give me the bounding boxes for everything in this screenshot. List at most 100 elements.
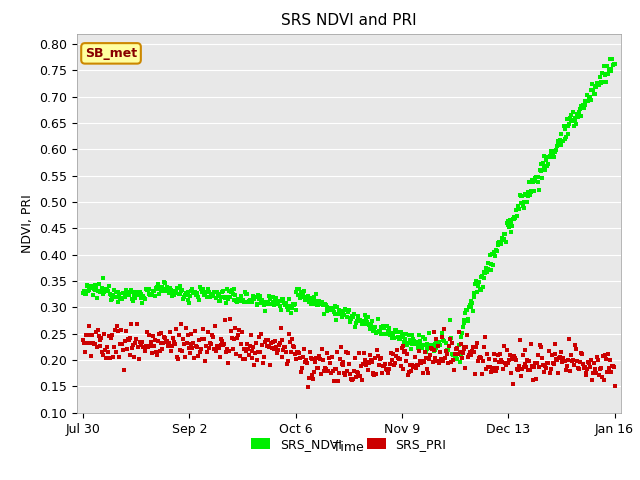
Point [97,334,107,342]
Point [594,81,604,88]
Point [437,333,447,341]
Point [346,314,356,322]
Point [275,339,285,347]
Point [84,339,95,347]
Point [314,300,324,307]
Point [173,355,183,363]
Point [122,286,132,294]
Point [192,343,202,350]
Point [269,301,280,309]
Point [205,290,216,298]
Point [334,306,344,314]
Point [219,293,229,300]
Point [175,283,185,290]
Point [600,70,610,77]
Point [528,377,538,384]
Point [331,365,341,373]
Point [457,329,467,337]
Point [108,291,118,299]
Point [452,355,463,363]
Point [379,324,389,332]
Point [150,348,161,356]
Point [212,288,222,296]
Point [246,298,257,306]
Point [126,320,136,328]
Point [280,343,291,351]
Point [81,290,91,298]
Point [341,306,351,313]
Point [434,338,444,346]
Point [184,348,195,356]
Point [405,361,415,369]
Point [118,367,129,374]
Point [319,310,329,318]
Point [556,353,566,361]
Point [260,338,270,346]
Point [535,166,545,174]
Point [194,296,204,303]
Point [252,356,262,364]
Point [255,348,266,355]
Point [303,384,313,391]
Point [335,310,345,317]
Point [567,116,577,123]
Point [403,339,413,347]
Point [135,338,145,346]
Point [565,367,575,375]
Point [498,366,508,373]
Point [184,344,194,351]
Point [291,356,301,363]
Point [318,357,328,364]
Point [503,221,513,228]
Point [471,343,481,351]
Point [600,351,610,359]
Point [531,375,541,383]
Point [428,359,438,366]
Point [484,355,494,363]
Point [102,343,113,351]
Point [339,369,349,377]
Point [532,173,543,180]
Point [484,266,494,274]
Point [449,351,459,359]
Point [305,295,315,303]
Point [365,325,375,333]
Point [111,293,122,300]
Point [557,137,567,144]
Point [568,108,578,116]
Point [180,353,190,360]
Point [233,296,243,303]
Point [256,330,266,337]
Point [548,149,558,156]
Point [186,330,196,337]
Point [199,291,209,299]
Point [93,332,104,339]
Point [182,291,192,299]
Point [216,293,227,301]
Point [95,288,106,296]
Point [79,287,89,295]
Point [289,301,299,309]
Point [566,351,576,359]
Point [248,343,259,350]
Point [468,307,478,315]
Point [543,348,554,355]
Point [581,97,591,105]
Point [575,359,585,366]
Point [462,317,472,325]
Point [382,366,392,374]
Point [148,332,158,340]
Point [115,340,125,348]
Point [509,354,520,361]
Point [596,364,606,372]
Point [573,112,584,120]
Point [255,292,265,300]
Point [344,318,355,325]
Point [252,339,262,347]
Point [145,343,155,350]
Point [524,188,534,196]
Point [536,168,546,175]
Point [522,192,532,200]
Point [176,320,186,327]
Point [293,291,303,299]
